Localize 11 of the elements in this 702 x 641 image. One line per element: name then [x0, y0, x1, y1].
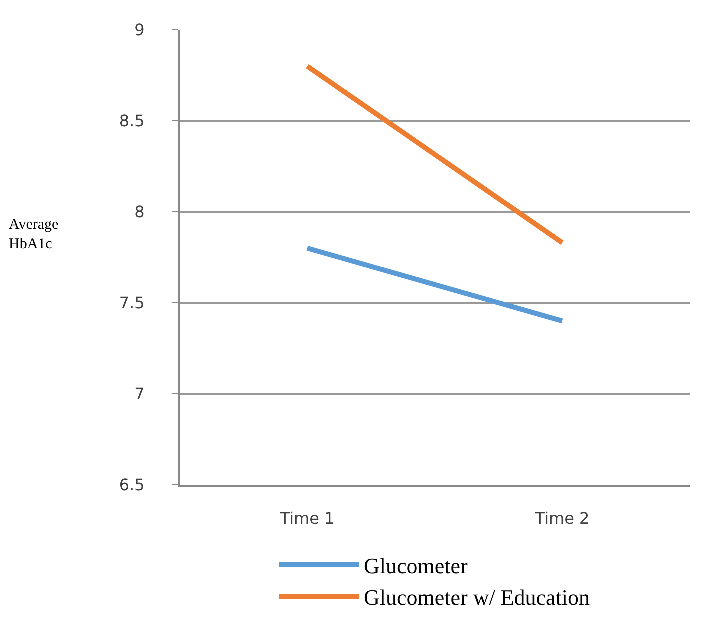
y-axis-title: Average HbA1c [9, 217, 60, 252]
legend-label: Glucometer w/ Education [364, 585, 590, 610]
y-tick-label: 8 [134, 202, 145, 222]
y-tick-label: 9 [134, 20, 145, 40]
legend-label: Glucometer [364, 554, 469, 579]
y-tick-label: 6.5 [119, 476, 145, 495]
x-tick-label: Time 2 [534, 509, 590, 528]
y-tick-label: 7 [134, 384, 145, 404]
y-tick-label: 8.5 [119, 112, 145, 131]
x-tick-label: Time 1 [279, 509, 335, 528]
y-tick-label: 7.5 [119, 294, 145, 313]
